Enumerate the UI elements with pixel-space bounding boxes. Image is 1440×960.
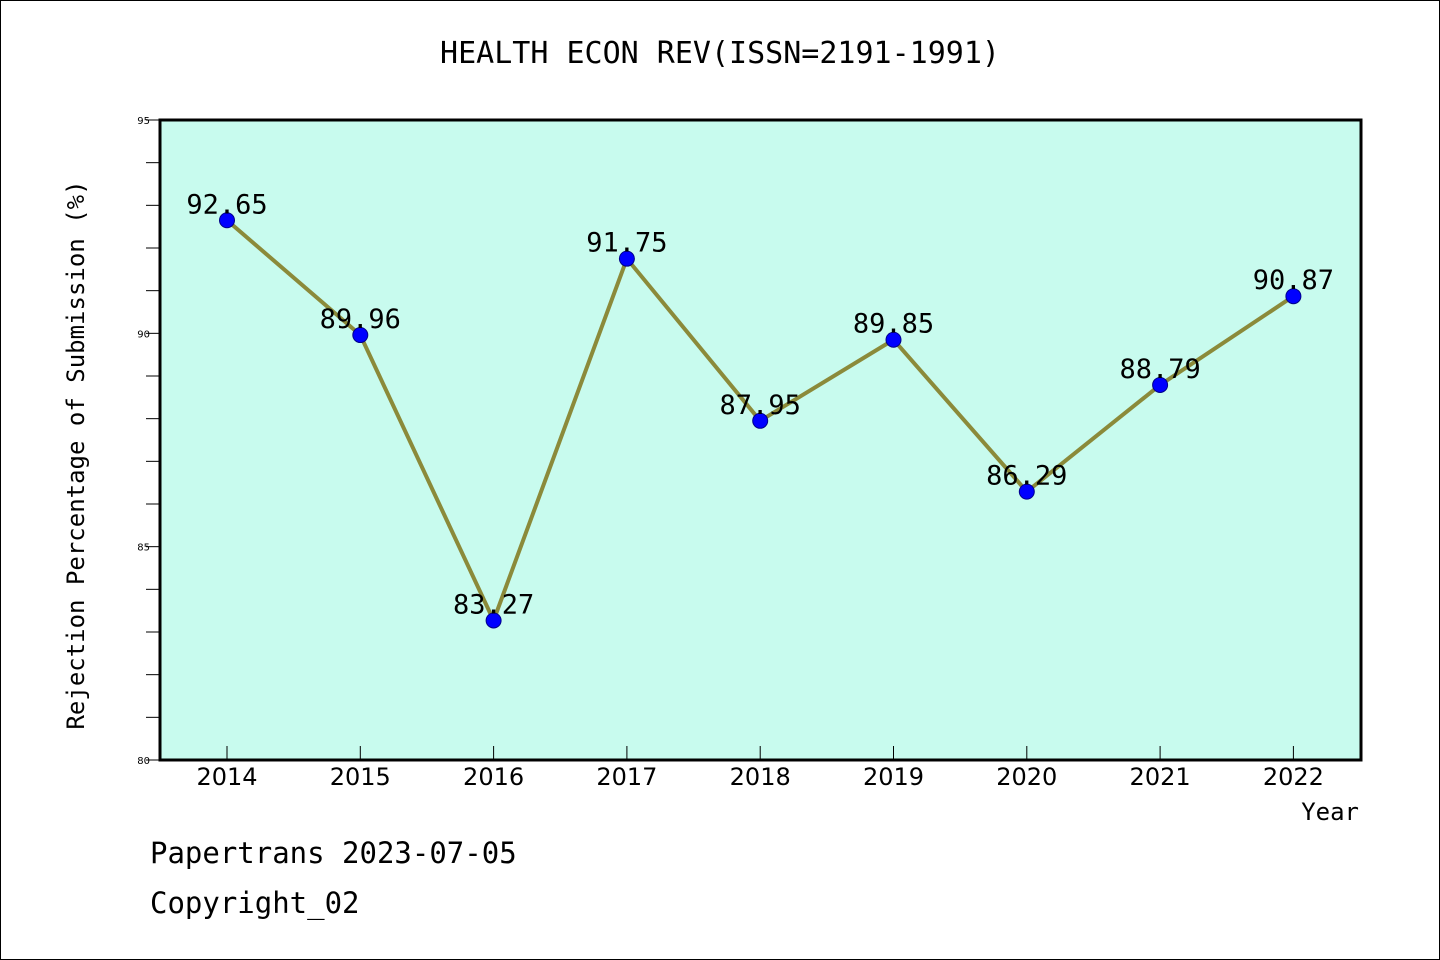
data-label-2021: 88.79 (1119, 354, 1200, 385)
data-point-2022 (1285, 288, 1302, 305)
data-label-2019: 89.85 (853, 309, 934, 340)
plot-area (160, 120, 1361, 760)
y-tick-label: 80 (137, 756, 150, 767)
x-tick-label: 2018 (730, 763, 791, 791)
plot-border (158, 118, 1363, 762)
footer-source: Papertrans 2023-07-05 (150, 836, 517, 870)
x-tick-label: 2015 (330, 763, 391, 791)
x-tick-label: 2019 (863, 763, 924, 791)
x-tick-label: 2021 (1130, 763, 1191, 791)
data-point-2019 (885, 331, 902, 348)
data-point-2016 (485, 612, 502, 629)
data-label-2020: 86.29 (986, 461, 1067, 492)
data-label-2022: 90.87 (1253, 265, 1334, 296)
y-tick-label: 90 (137, 329, 150, 340)
y-axis-label: Rejection Percentage of Submission (%) (62, 180, 90, 729)
data-label-2018: 87.95 (720, 390, 801, 421)
x-tick-label: 2022 (1263, 763, 1324, 791)
x-tick-label: 2017 (596, 763, 657, 791)
y-tick-label: 95 (137, 116, 150, 127)
x-tick-label: 2020 (996, 763, 1057, 791)
data-point-2018 (752, 412, 769, 429)
data-point-2021 (1152, 376, 1169, 393)
data-point-2015 (352, 327, 369, 344)
x-tick-label: 2014 (196, 763, 257, 791)
data-point-2017 (618, 250, 635, 267)
x-axis-label: Year (1301, 798, 1359, 826)
chart-title: HEALTH ECON REV(ISSN=2191-1991) (440, 36, 1000, 71)
footer-copyright: Copyright_02 (150, 886, 360, 920)
data-label-2015: 89.96 (320, 304, 401, 335)
x-tick-label: 2016 (463, 763, 524, 791)
y-tick-label: 85 (137, 543, 150, 554)
data-label-2017: 91.75 (586, 228, 667, 259)
data-point-2014 (219, 212, 235, 229)
data-point-2020 (1018, 483, 1035, 500)
data-label-2016: 83.27 (453, 589, 534, 620)
data-label-2014: 92.65 (186, 189, 267, 220)
